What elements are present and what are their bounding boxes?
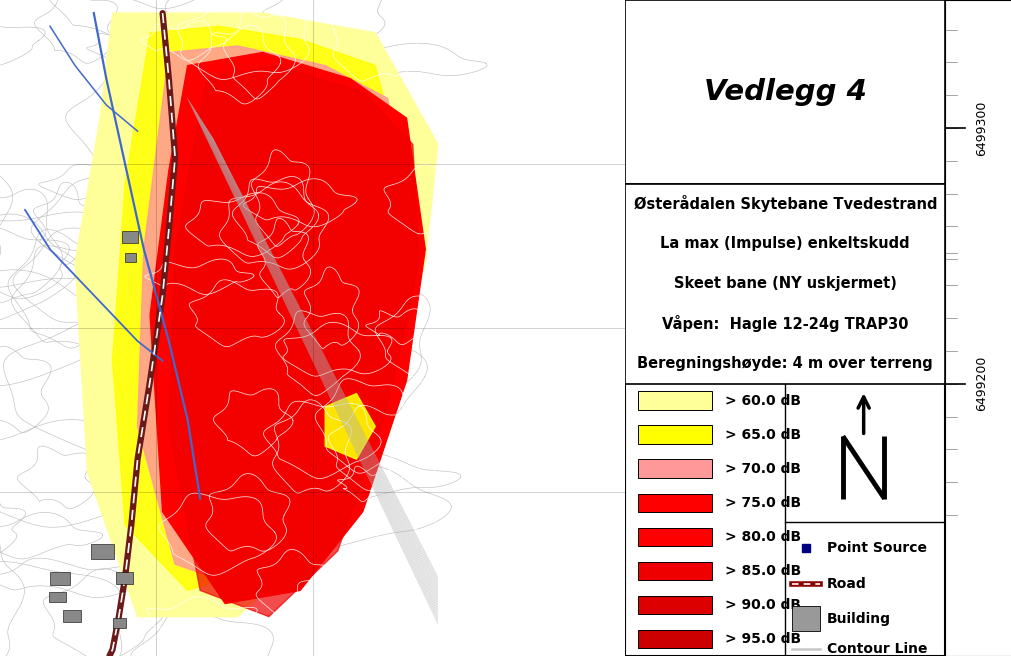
Bar: [125, 253, 136, 262]
Polygon shape: [137, 46, 406, 590]
Bar: [115, 572, 133, 584]
Text: Point Source: Point Source: [826, 541, 926, 555]
Bar: [112, 618, 126, 628]
Text: Våpen:  Hagle 12-24g TRAP30: Våpen: Hagle 12-24g TRAP30: [661, 316, 908, 332]
Polygon shape: [75, 13, 438, 617]
Bar: [638, 596, 711, 614]
Bar: [638, 493, 711, 512]
Bar: [638, 562, 711, 581]
Bar: [638, 527, 711, 546]
Bar: [638, 426, 711, 444]
Bar: [638, 630, 711, 648]
Text: > 95.0 dB: > 95.0 dB: [724, 632, 800, 646]
Text: Skeet bane (NY uskjermet): Skeet bane (NY uskjermet): [673, 276, 896, 291]
Bar: [791, 606, 820, 631]
Text: > 90.0 dB: > 90.0 dB: [724, 598, 800, 612]
Text: > 65.0 dB: > 65.0 dB: [724, 428, 800, 441]
Text: Road: Road: [826, 577, 865, 591]
Text: Contour Line: Contour Line: [826, 642, 926, 656]
Text: > 60.0 dB: > 60.0 dB: [724, 394, 800, 408]
Bar: [625, 0, 944, 184]
Bar: [50, 572, 70, 585]
Text: La max (Impulse) enkeltskudd: La max (Impulse) enkeltskudd: [660, 236, 909, 251]
Polygon shape: [112, 26, 406, 590]
Bar: [63, 610, 81, 622]
Bar: [122, 231, 137, 243]
Text: Building: Building: [826, 611, 890, 626]
Text: > 80.0 dB: > 80.0 dB: [724, 530, 800, 544]
Polygon shape: [150, 52, 425, 604]
Polygon shape: [325, 394, 375, 459]
Text: Østerådalen Skytebane Tvedestrand: Østerådalen Skytebane Tvedestrand: [633, 195, 936, 212]
Text: Beregningshøyde: 4 m over terreng: Beregningshøyde: 4 m over terreng: [637, 356, 932, 371]
Bar: [638, 459, 711, 478]
Text: 6499200: 6499200: [975, 356, 988, 411]
Polygon shape: [169, 66, 419, 617]
Text: > 70.0 dB: > 70.0 dB: [724, 462, 800, 476]
Text: > 85.0 dB: > 85.0 dB: [724, 564, 800, 578]
Bar: [91, 544, 114, 559]
Bar: [638, 392, 711, 410]
Bar: [625, 184, 944, 384]
Text: 6499300: 6499300: [975, 100, 988, 155]
Bar: [49, 592, 67, 602]
Text: Vedlegg 4: Vedlegg 4: [704, 78, 865, 106]
Text: > 75.0 dB: > 75.0 dB: [724, 496, 800, 510]
